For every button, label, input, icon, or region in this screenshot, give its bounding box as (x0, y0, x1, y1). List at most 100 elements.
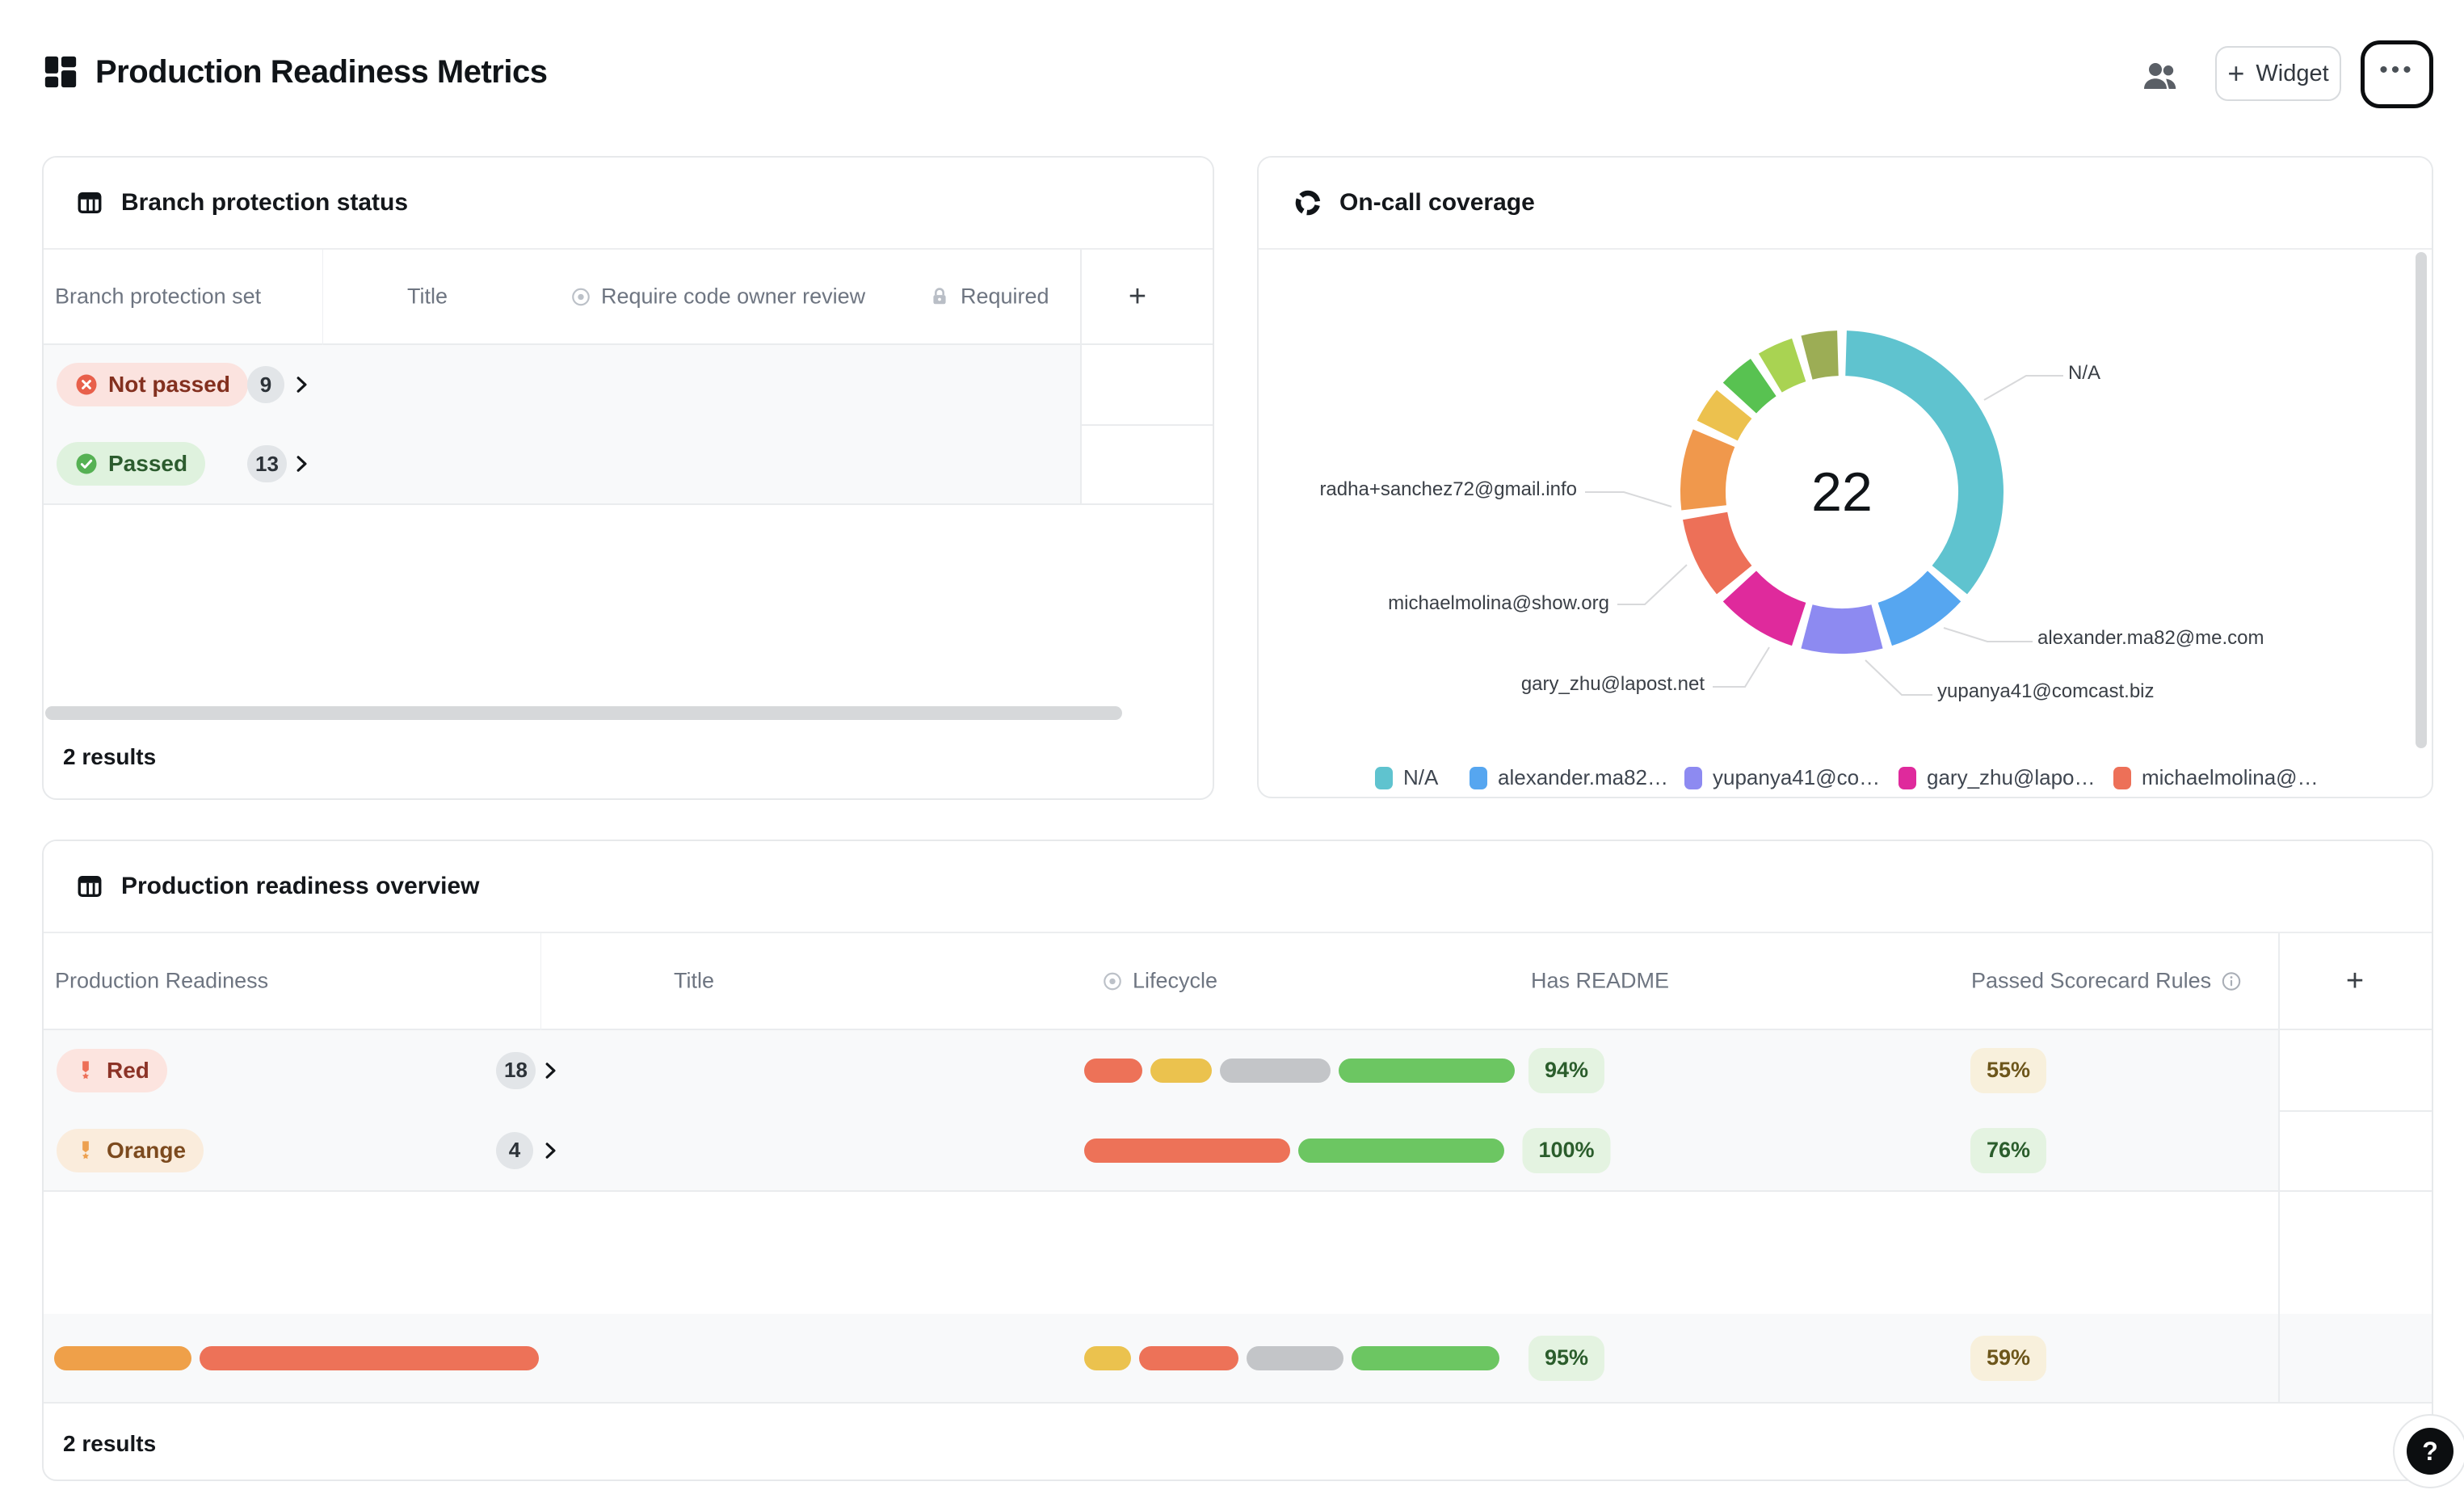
legend-label: gary_zhu@lapo… (1927, 765, 2096, 789)
legend-swatch (1470, 766, 1487, 789)
group-count: 18 (496, 1051, 536, 1089)
help-button[interactable]: ? (2407, 1428, 2453, 1475)
branch-table-header: Branch protection set Title Require code… (44, 250, 1213, 345)
donut-segment[interactable] (1758, 338, 1807, 393)
table-row-orange[interactable]: Orange 4 100% 76% (44, 1110, 2432, 1192)
expand-group-chevron[interactable] (540, 1060, 561, 1081)
summary-row: 95% 59% (44, 1314, 2432, 1404)
table-row-passed[interactable]: Passed 13 (44, 424, 1213, 505)
table-icon (78, 192, 102, 214)
callout-alexander: alexander.ma82@me.com (2037, 627, 2264, 649)
legend-swatch (1375, 766, 1393, 789)
donut-segment[interactable] (1801, 330, 1840, 380)
column-require-code-owner-review[interactable]: Require code owner review (570, 284, 865, 309)
add-widget-label: Widget (2256, 60, 2329, 86)
results-count: 2 results (63, 744, 157, 769)
branch-protection-title: Branch protection status (121, 189, 409, 216)
column-label: Lifecycle (1133, 968, 1218, 993)
page-title: Production Readiness Metrics (95, 53, 548, 90)
column-title[interactable]: Title (407, 284, 448, 309)
users-icon (2144, 63, 2176, 89)
donut-segment[interactable] (1697, 389, 1752, 441)
table-row-red[interactable]: Red 18 94% 55% (44, 1030, 2432, 1112)
column-label: Required (961, 284, 1049, 309)
donut-segment[interactable] (1877, 570, 1962, 646)
add-column-divider (2278, 933, 2280, 1402)
passed-rules-value: 55% (1970, 1047, 2047, 1093)
column-label: Passed Scorecard Rules (1971, 968, 2212, 993)
medal-icon (82, 1060, 90, 1079)
oncall-donut-chart[interactable] (1259, 158, 2432, 797)
legend-label: michaelmolina@… (2142, 765, 2319, 789)
horizontal-scrollbar[interactable] (45, 706, 1122, 720)
column-title[interactable]: Title (674, 968, 715, 993)
overview-title: Production readiness overview (121, 873, 480, 899)
legend-item[interactable]: gary_zhu@lapo… (1898, 765, 2113, 790)
oncall-title: On-call coverage (1339, 189, 1535, 216)
donut-segment[interactable] (1844, 330, 2004, 595)
table-icon (78, 875, 102, 898)
expand-group-chevron[interactable] (291, 453, 312, 474)
add-widget-button[interactable]: + Widget (2215, 46, 2341, 101)
donut-segment[interactable] (1683, 511, 1752, 595)
callout-na: N/A (2068, 362, 2101, 384)
help-button-ring: ? (2393, 1414, 2464, 1488)
lifecycle-distribution-bar (1084, 1058, 1515, 1083)
donut-segment[interactable] (1722, 359, 1777, 415)
overview-header: Production readiness overview (44, 841, 2432, 933)
column-passed-scorecard-rules[interactable]: Passed Scorecard Rules (1971, 969, 2242, 994)
legend-swatch (1684, 766, 1702, 789)
legend-item[interactable]: alexander.ma82… (1470, 765, 1684, 790)
oncall-header: On-call coverage (1259, 158, 2432, 250)
overview-table-header: Production Readiness Title Lifecycle Has… (44, 933, 2432, 1030)
callout-yupanya: yupanya41@comcast.biz (1937, 680, 2155, 702)
donut-total: 22 (1811, 461, 1873, 523)
add-column-button[interactable]: + (1128, 280, 1147, 314)
readiness-badge-orange[interactable]: Orange (57, 1128, 204, 1172)
legend-swatch (2113, 766, 2131, 789)
readiness-summary-bar (54, 1345, 539, 1370)
donut-segment[interactable] (1801, 604, 1883, 654)
donut-segment[interactable] (1722, 570, 1807, 646)
lifecycle-distribution-bar (1084, 1138, 1504, 1163)
column-has-readme[interactable]: Has README (1531, 968, 1670, 993)
column-production-readiness[interactable]: Production Readiness (55, 968, 269, 993)
legend-item[interactable]: N/A (1375, 765, 1470, 790)
donut-segments[interactable] (1680, 330, 2004, 654)
vertical-scrollbar[interactable] (2416, 252, 2427, 748)
passed-rules-value: 76% (1970, 1127, 2047, 1173)
callout-leader-lines (1585, 375, 2063, 696)
question-icon: ? (2422, 1436, 2438, 1466)
dashboard-icon (44, 56, 77, 88)
expand-group-chevron[interactable] (540, 1140, 561, 1161)
legend-item[interactable]: michaelmolina@… (2113, 765, 2319, 790)
donut-chart-icon (1295, 190, 1321, 216)
readiness-badge-red[interactable]: Red (57, 1048, 167, 1092)
add-column-button[interactable]: + (2345, 964, 2365, 998)
group-count: 9 (247, 366, 284, 403)
column-lifecycle[interactable]: Lifecycle (1102, 969, 1217, 994)
column-required-status-checks[interactable]: Required (928, 284, 1079, 309)
callout-gary: gary_zhu@lapost.net (1520, 673, 1705, 695)
legend-label: alexander.ma82… (1498, 765, 1669, 789)
status-label: Passed (108, 451, 188, 476)
x-circle-icon (76, 374, 97, 395)
donut-segment[interactable] (1680, 429, 1735, 511)
production-readiness-widget: Production readiness overview Production… (42, 840, 2433, 1481)
more-options-button[interactable]: ••• (2361, 40, 2433, 108)
column-divider[interactable] (540, 933, 541, 1030)
plus-icon: + (2227, 57, 2245, 90)
readiness-label: Red (107, 1057, 149, 1083)
share-users-button[interactable] (2141, 57, 2180, 99)
status-badge-not-passed[interactable]: Not passed (57, 363, 248, 406)
info-icon (2222, 971, 2241, 991)
column-branch-protection-set[interactable]: Branch protection set (55, 284, 262, 309)
expand-group-chevron[interactable] (291, 374, 312, 395)
legend-item[interactable]: yupanya41@co… (1684, 765, 1898, 790)
group-count: 4 (496, 1131, 533, 1169)
table-row-not-passed[interactable]: Not passed 9 (44, 345, 1213, 426)
oncall-coverage-widget: On-call coverage 22 N/A alexander.ma82… … (1257, 156, 2433, 798)
column-divider[interactable] (322, 250, 323, 345)
lock-icon (933, 287, 946, 304)
status-badge-passed[interactable]: Passed (57, 442, 206, 486)
